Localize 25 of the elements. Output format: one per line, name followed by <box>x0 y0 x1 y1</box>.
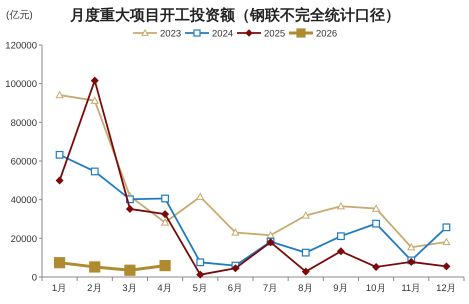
legend-label: 2025 <box>264 28 286 40</box>
ylabel: (亿元) <box>6 10 33 21</box>
xtick: 10月 <box>366 283 386 294</box>
ytick: 0 <box>32 272 37 284</box>
xtick: 5月 <box>192 283 208 294</box>
ytick: 60000 <box>10 156 37 168</box>
xtick: 11月 <box>401 283 422 294</box>
title: 月度重大项目开工投资额（钢联不完全统计口径） <box>70 8 400 24</box>
ytick: 80000 <box>10 118 37 129</box>
legend-label: 2023 <box>160 28 182 40</box>
legend-label: 2026 <box>316 28 338 40</box>
ytick: 20000 <box>10 234 37 245</box>
xtick: 6月 <box>228 283 244 294</box>
xtick: 4月 <box>157 283 173 294</box>
ytick: 40000 <box>10 195 37 206</box>
xtick: 3月 <box>122 283 138 294</box>
xtick: 2月 <box>87 283 102 294</box>
legend-label: 2024 <box>212 28 234 40</box>
xtick: 12月 <box>436 283 457 294</box>
xtick: 8月 <box>298 283 314 294</box>
ytick: 100000 <box>5 79 37 90</box>
xtick: 9月 <box>333 283 349 294</box>
xtick: 7月 <box>262 283 278 294</box>
ytick: 120000 <box>5 40 37 52</box>
xtick: 1月 <box>52 283 68 294</box>
